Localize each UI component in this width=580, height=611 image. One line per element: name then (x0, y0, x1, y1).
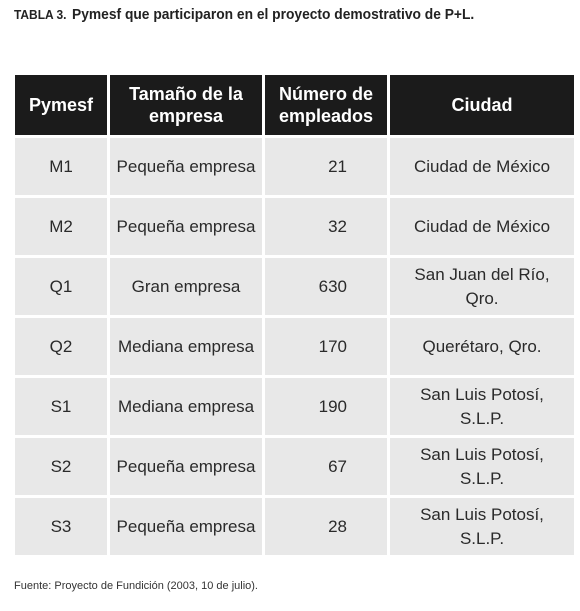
cell-employees: 32 (265, 198, 387, 255)
cell-city: San Luis Potosí, S.L.P. (390, 378, 574, 435)
cell-size: Pequeña empresa (110, 498, 262, 555)
table-row: Q1 Gran empresa 630 San Juan del Río, Qr… (15, 258, 574, 315)
cell-pymesf: S3 (15, 498, 107, 555)
cell-pymesf: Q2 (15, 318, 107, 375)
cell-pymesf: S2 (15, 438, 107, 495)
cell-size: Mediana empresa (110, 378, 262, 435)
cell-size: Pequeña empresa (110, 438, 262, 495)
cell-pymesf: M2 (15, 198, 107, 255)
cell-city: Ciudad de México (390, 138, 574, 195)
table-row: M1 Pequeña empresa 21 Ciudad de México (15, 138, 574, 195)
data-table: Pymesf Tamaño de la empresa Número de em… (12, 72, 577, 558)
cell-employees: 170 (265, 318, 387, 375)
column-header-size: Tamaño de la empresa (110, 75, 262, 135)
cell-size: Pequeña empresa (110, 138, 262, 195)
cell-city: San Juan del Río, Qro. (390, 258, 574, 315)
table-row: M2 Pequeña empresa 32 Ciudad de México (15, 198, 574, 255)
column-header-employees: Número de empleados (265, 75, 387, 135)
cell-pymesf: S1 (15, 378, 107, 435)
cell-pymesf: M1 (15, 138, 107, 195)
table-number: TABLA 3. (14, 7, 67, 22)
cell-size: Gran empresa (110, 258, 262, 315)
table-row: Q2 Mediana empresa 170 Querétaro, Qro. (15, 318, 574, 375)
column-header-pymesf: Pymesf (15, 75, 107, 135)
cell-city: Querétaro, Qro. (390, 318, 574, 375)
cell-pymesf: Q1 (15, 258, 107, 315)
table-row: S1 Mediana empresa 190 San Luis Potosí, … (15, 378, 574, 435)
table-caption: TABLA 3. Pymesf que participaron en el pr… (14, 5, 511, 25)
cell-size: Pequeña empresa (110, 198, 262, 255)
cell-employees: 21 (265, 138, 387, 195)
cell-employees: 28 (265, 498, 387, 555)
cell-employees: 67 (265, 438, 387, 495)
table-row: S2 Pequeña empresa 67 San Luis Potosí, S… (15, 438, 574, 495)
cell-employees: 190 (265, 378, 387, 435)
cell-employees: 630 (265, 258, 387, 315)
cell-city: San Luis Potosí, S.L.P. (390, 438, 574, 495)
cell-city: San Luis Potosí, S.L.P. (390, 498, 574, 555)
table-title: Pymesf que participaron en el proyecto d… (72, 6, 475, 23)
table-row: S3 Pequeña empresa 28 San Luis Potosí, S… (15, 498, 574, 555)
column-header-city: Ciudad (390, 75, 574, 135)
header-row: Pymesf Tamaño de la empresa Número de em… (15, 75, 574, 135)
cell-size: Mediana empresa (110, 318, 262, 375)
cell-city: Ciudad de México (390, 198, 574, 255)
source-note: Fuente: Proyecto de Fundición (2003, 10 … (14, 580, 258, 592)
